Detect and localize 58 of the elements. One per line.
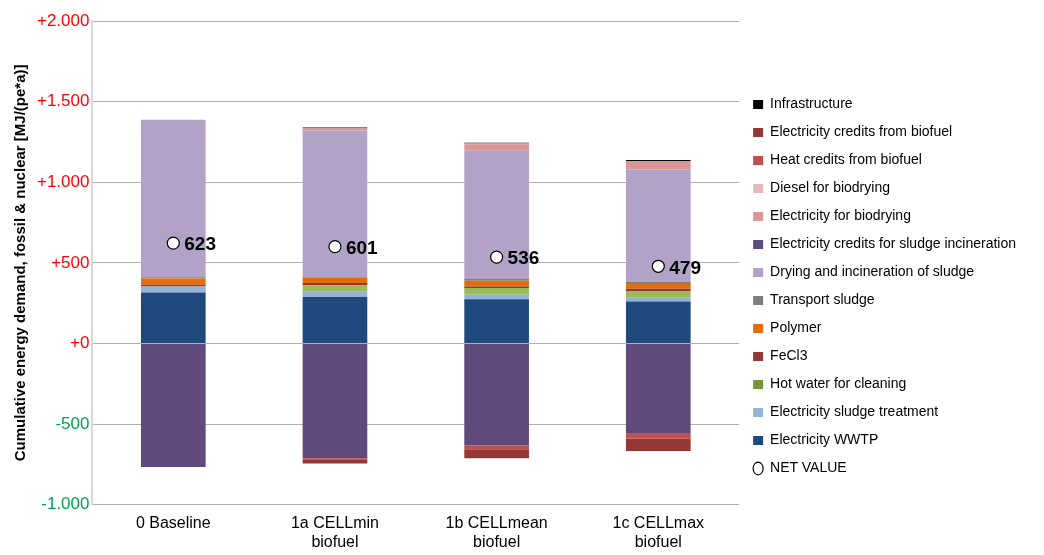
- legend-label: Electricity for biodrying: [770, 207, 911, 224]
- bar: [625, 160, 691, 170]
- bar: [464, 445, 529, 450]
- legend-label: Drying and incineration of sludge: [770, 263, 975, 280]
- data-label: 601: [345, 236, 379, 258]
- bar: [302, 459, 368, 464]
- x-tick-label: 1a CELLmin biofuel: [290, 513, 379, 550]
- bar: [140, 278, 206, 285]
- data-label: 536: [507, 247, 540, 269]
- legend-label: Heat credits from biofuel: [770, 151, 922, 168]
- legend-label: Transport sludge: [770, 291, 875, 308]
- y-tick-label: -500: [55, 413, 90, 433]
- bar: [625, 284, 691, 289]
- bar: [625, 301, 691, 343]
- bar: [464, 343, 529, 446]
- y-tick-label: +1.000: [36, 172, 90, 192]
- legend-label: Diesel for biodrying: [770, 179, 890, 196]
- bar: [140, 286, 206, 293]
- bar: [625, 343, 691, 433]
- bar: [140, 292, 206, 343]
- point: [328, 240, 342, 254]
- bar: [625, 432, 691, 439]
- legend-label: NET VALUE: [770, 459, 847, 476]
- data-label: 623: [184, 233, 216, 255]
- legend-label: Infrastructure: [770, 95, 853, 112]
- y-tick-label: +500: [51, 252, 90, 272]
- bar: [302, 285, 368, 292]
- legend-label: Polymer: [770, 319, 822, 336]
- bar: [464, 144, 529, 151]
- bar: [464, 299, 529, 343]
- y-tick-label: +0: [70, 333, 90, 353]
- legend-label: Hot water for cleaning: [770, 375, 907, 392]
- bar: [625, 291, 691, 298]
- bar: [302, 291, 368, 297]
- legend-label: Electricity credits from biofuel: [770, 123, 953, 140]
- y-axis-title: Cumulative energy demand, fossil & nuclear [MJ/(pe*a)]: [11, 64, 29, 462]
- bar: [140, 343, 206, 467]
- data-label: 479: [669, 256, 701, 278]
- point: [166, 236, 180, 250]
- legend-label: Electricity sludge treatment: [770, 403, 939, 420]
- bar: [302, 343, 368, 459]
- y-tick-label: +2.000: [36, 10, 90, 30]
- y-tick-label: +1.500: [36, 91, 90, 111]
- point: [651, 259, 665, 273]
- bar: [302, 296, 368, 343]
- x-tick-label: 1c CELLmax biofuel: [612, 513, 705, 550]
- bar: [625, 438, 691, 451]
- bar: [625, 281, 691, 285]
- y-tick-label: -1.000: [41, 494, 90, 514]
- point: [490, 250, 504, 264]
- legend-label: FeCl3: [770, 347, 808, 364]
- legend-label: Electricity credits for sludge incineration: [770, 235, 1017, 252]
- x-tick-label: 1b CELLmean biofuel: [445, 513, 548, 550]
- x-tick-label: 0 Baseline: [135, 513, 211, 531]
- bar: [464, 288, 529, 295]
- legend-label: Electricity WWTP: [770, 431, 879, 448]
- bar: [302, 277, 368, 283]
- bar: [464, 449, 529, 459]
